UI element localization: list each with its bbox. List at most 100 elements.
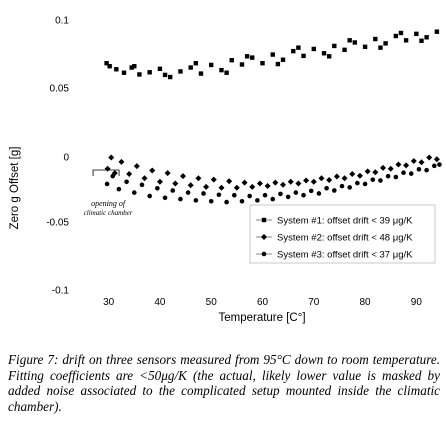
data-point-series-2: [356, 172, 363, 179]
data-point-series-2: [333, 173, 340, 180]
data-point-series-2: [256, 180, 263, 187]
data-point-series-3: [170, 188, 176, 193]
data-point-series-1: [326, 54, 332, 59]
data-point-series-1: [162, 72, 168, 78]
data-point-series-2: [426, 154, 433, 161]
data-point-series-1: [280, 57, 286, 62]
data-point-series-3: [255, 198, 260, 203]
data-point-series-3: [201, 191, 206, 196]
data-point-series-1: [311, 46, 316, 52]
data-point-series-3: [416, 166, 422, 172]
data-point-series-3: [231, 192, 237, 198]
data-point-series-2: [195, 175, 202, 182]
data-point-series-2: [118, 158, 125, 165]
data-point-series-2: [126, 170, 133, 177]
data-point-series-3: [347, 185, 352, 190]
legend-entry: System #2: offset drift < 48 μg/K: [277, 233, 413, 244]
data-point-series-3: [247, 193, 252, 199]
data-point-series-3: [116, 186, 122, 192]
data-point-series-2: [310, 178, 317, 185]
data-point-series-1: [291, 48, 296, 54]
data-point-series-2: [156, 178, 163, 185]
data-point-series-2: [341, 175, 348, 182]
data-point-series-2: [403, 162, 410, 169]
data-point-series-2: [149, 167, 156, 174]
data-point-series-2: [280, 181, 287, 188]
data-point-series-3: [393, 174, 399, 180]
data-point-series-2: [141, 175, 148, 182]
data-point-series-2: [233, 184, 240, 191]
data-point-series-1: [424, 35, 429, 40]
data-point-series-2: [187, 182, 194, 189]
data-points: [104, 29, 442, 205]
scatter-chart: 0.1 0.05 0 -0.05 -0.1 30 40 50 60 70 80 90 opening…: [9, 16, 442, 324]
x-tick-label: 60: [257, 297, 269, 308]
data-point-series-3: [216, 192, 222, 198]
data-point-series-1: [198, 71, 204, 76]
data-point-series-1: [270, 52, 275, 57]
data-point-series-2: [318, 175, 325, 182]
x-tick-label: 70: [308, 297, 320, 308]
data-point-series-3: [285, 194, 291, 200]
data-point-series-2: [210, 176, 217, 183]
data-point-series-3: [124, 179, 129, 185]
data-point-series-2: [264, 183, 271, 190]
data-point-series-1: [239, 62, 245, 67]
data-point-series-3: [278, 191, 283, 197]
data-point-series-2: [226, 178, 233, 185]
data-point-series-1: [373, 36, 378, 42]
annotation-line-1: opening of: [91, 199, 127, 208]
data-point-series-1: [378, 45, 383, 50]
data-point-series-1: [250, 55, 255, 60]
data-point-series-2: [180, 173, 187, 180]
data-point-series-3: [362, 181, 368, 187]
data-point-series-2: [172, 180, 179, 187]
data-point-series-1: [342, 47, 347, 53]
data-point-series-2: [303, 177, 310, 184]
x-tick-label: 30: [103, 297, 115, 308]
data-point-series-2: [241, 179, 248, 186]
legend-box: [249, 204, 436, 264]
data-point-series-2: [410, 158, 417, 164]
y-axis-label: Zero g Offset [g]: [9, 147, 21, 230]
annotation-bracket: [92, 169, 120, 176]
data-point-series-3: [147, 193, 152, 199]
data-point-series-3: [262, 192, 268, 198]
data-point-series-3: [293, 190, 299, 195]
x-tick-label: 80: [360, 297, 372, 308]
data-point-series-1: [362, 44, 368, 49]
data-point-series-1: [403, 38, 409, 43]
data-point-series-1: [414, 31, 419, 37]
data-point-series-1: [332, 43, 337, 49]
data-point-series-3: [270, 196, 276, 202]
figure-caption: Figure 7: drift on three sensors measure…: [8, 352, 440, 414]
y-tick-label: 0.1: [55, 16, 69, 27]
data-point-series-1: [229, 57, 234, 63]
data-point-series-3: [110, 173, 116, 179]
data-point-series-2: [326, 177, 333, 184]
data-point-series-1: [114, 67, 119, 72]
data-point-series-1: [121, 70, 127, 75]
y-tick-label: 0.05: [50, 84, 70, 95]
data-point-series-1: [393, 33, 399, 39]
data-point-series-1: [157, 66, 163, 72]
data-point-series-2: [287, 178, 294, 185]
data-point-series-3: [162, 195, 168, 201]
data-point-series-1: [167, 74, 173, 80]
data-point-series-3: [193, 198, 199, 203]
data-point-series-3: [208, 198, 214, 204]
data-point-series-3: [301, 192, 306, 198]
y-tick-label: -0.1: [52, 286, 70, 297]
data-point-series-3: [224, 199, 229, 205]
data-point-series-1: [352, 40, 358, 45]
legend-marker-circle: [261, 251, 267, 257]
data-point-series-3: [332, 188, 337, 193]
data-point-series-1: [383, 41, 388, 46]
data-point-series-1: [224, 70, 229, 75]
data-point-series-3: [370, 177, 376, 182]
x-axis-ticks: 30 40 50 60 70 80 90: [103, 297, 422, 308]
x-tick-label: 40: [154, 297, 166, 308]
data-point-series-3: [239, 198, 245, 204]
legend-entry: System #3: offset drift < 37 μg/K: [277, 250, 413, 261]
